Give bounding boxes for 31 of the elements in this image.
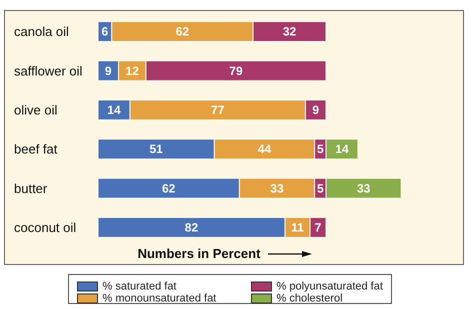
legend-label: % saturated fat	[102, 280, 176, 292]
y-tick-label: canola oil	[14, 24, 70, 40]
data-label: 12	[126, 64, 140, 78]
data-label: 62	[162, 181, 176, 196]
data-label: 62	[176, 24, 190, 39]
data-label: 79	[229, 64, 243, 78]
y-tick-label: olive oil	[14, 102, 58, 118]
data-label: 51	[149, 142, 164, 156]
x-axis-title: Numbers in Percent	[138, 246, 262, 261]
data-label: 44	[258, 142, 272, 156]
data-label: 14	[335, 142, 349, 156]
y-tick-label: safflower oil	[14, 63, 83, 78]
y-tick-label: beef fat	[14, 142, 58, 157]
legend-label: % polyunsaturated fat	[276, 280, 383, 292]
data-label: 5	[316, 142, 324, 156]
data-label: 82	[184, 220, 198, 234]
data-label: 33	[270, 181, 284, 196]
data-label: 9	[104, 64, 112, 78]
legend-label: % cholesterol	[276, 292, 343, 304]
y-tick-label: coconut oil	[14, 220, 76, 235]
data-label: 11	[291, 220, 304, 234]
data-label: 7	[314, 220, 322, 234]
legend-label: % monounsaturated fat	[102, 292, 216, 304]
data-label: 5	[316, 181, 324, 196]
y-tick-label: butter	[14, 180, 48, 196]
data-label: 32	[282, 24, 297, 39]
data-label: 33	[356, 181, 371, 196]
data-label: 6	[101, 24, 108, 39]
data-label: 14	[107, 102, 121, 117]
data-label: 9	[312, 102, 320, 117]
data-label: 77	[211, 102, 225, 117]
